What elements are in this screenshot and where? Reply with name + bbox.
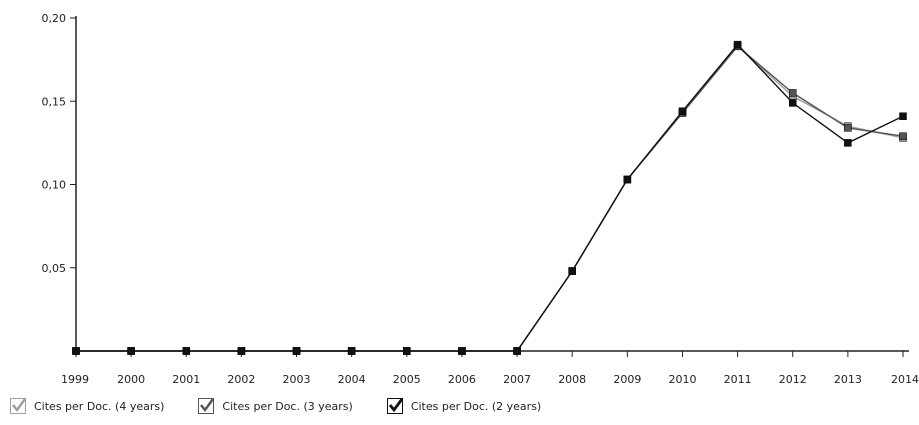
data-point <box>568 267 576 275</box>
legend-label: Cites per Doc. (2 years) <box>410 399 542 413</box>
series-line <box>76 45 904 352</box>
legend-item-2-years[interactable]: Cites per Doc. (2 years) <box>386 398 542 414</box>
chart-axes <box>75 16 909 352</box>
chart-series <box>72 40 907 355</box>
legend-label: Cites per Doc. (4 years) <box>34 399 165 413</box>
data-point <box>788 89 797 97</box>
y-tick-label: 0,10 <box>42 179 67 192</box>
series-2 <box>72 42 907 355</box>
legend-label: Cites per Doc. (3 years) <box>222 399 353 413</box>
x-tick-label: 2001 <box>172 373 200 386</box>
y-tick-label: 0,15 <box>42 95 67 108</box>
data-point <box>127 347 135 355</box>
x-tick-label: 2010 <box>668 373 696 386</box>
data-point <box>403 347 411 355</box>
x-tick-label: 1999 <box>61 373 89 386</box>
x-tick-label: 2011 <box>724 373 752 386</box>
x-tick-label: 2009 <box>613 373 641 386</box>
checkbox-checked-icon[interactable] <box>198 398 215 414</box>
x-tick-label: 2014 <box>891 373 919 386</box>
x-tick-label: 2002 <box>227 373 255 386</box>
data-point <box>733 40 742 49</box>
data-point <box>72 347 80 355</box>
y-axis-ticks: 0,20 0,15 0,10 0,05 <box>42 12 76 275</box>
data-point <box>678 107 687 115</box>
y-tick-label: 0,20 <box>42 12 67 25</box>
legend-item-3-years[interactable]: Cites per Doc. (3 years) <box>198 398 353 414</box>
data-point <box>458 347 466 355</box>
data-point <box>182 347 191 355</box>
legend-item-4-years[interactable]: Cites per Doc. (4 years) <box>10 398 164 414</box>
x-axis-ticks: 1999 2000 2001 2002 2003 2004 2005 2006 2007 2008… <box>61 351 919 386</box>
y-tick-label: 0,05 <box>42 262 67 275</box>
series-3 <box>72 40 907 355</box>
data-point <box>844 124 852 132</box>
series-1 <box>72 42 907 355</box>
x-tick-label: 2004 <box>338 373 366 386</box>
data-point <box>844 139 852 147</box>
data-point <box>788 99 797 107</box>
data-point <box>899 112 907 120</box>
x-tick-label: 2008 <box>558 373 586 386</box>
x-tick-label: 2012 <box>779 373 807 386</box>
checkbox-checked-icon[interactable] <box>386 398 403 414</box>
x-tick-label: 2005 <box>393 373 421 386</box>
data-point <box>513 347 521 355</box>
line-chart: 0,20 0,15 0,10 0,05 1999 2000 2001 2002 2003 200… <box>42 12 919 386</box>
data-point <box>292 347 301 355</box>
x-tick-label: 2003 <box>283 373 311 386</box>
data-point <box>347 347 356 355</box>
chart-legend: Cites per Doc. (4 years) Cites per Doc. … <box>10 398 541 414</box>
x-tick-label: 2007 <box>503 373 531 386</box>
data-point <box>623 175 632 184</box>
checkbox-checked-icon[interactable] <box>10 398 27 414</box>
series-line <box>76 45 904 352</box>
x-tick-label: 2013 <box>834 373 862 386</box>
x-tick-label: 2006 <box>448 373 476 386</box>
data-point <box>899 132 907 140</box>
x-tick-label: 2000 <box>117 373 145 386</box>
data-point <box>237 347 246 355</box>
series-line <box>76 43 904 352</box>
